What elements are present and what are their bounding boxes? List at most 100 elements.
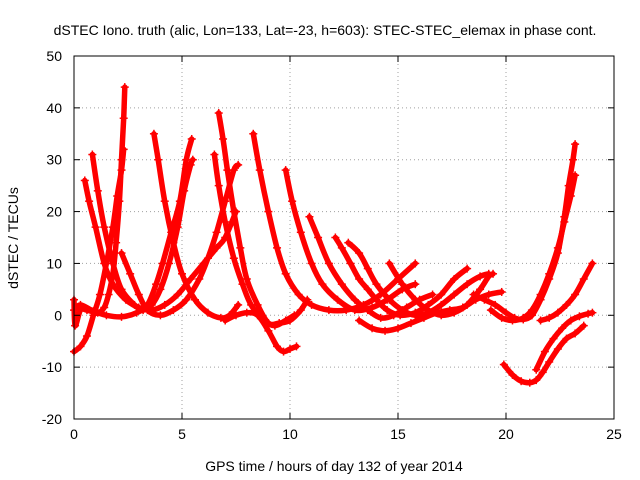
data-point-marker: [588, 308, 597, 317]
data-point-marker: [294, 290, 303, 299]
data-point-marker: [120, 83, 129, 92]
data-point-marker: [117, 166, 126, 175]
data-point-marker: [160, 197, 169, 206]
y-tick-label: 30: [46, 152, 62, 168]
data-point-marker: [363, 285, 372, 294]
data-point-marker: [203, 254, 212, 263]
series-line: [71, 146, 127, 355]
data-point-marker: [491, 300, 500, 309]
data-point-marker: [210, 150, 219, 159]
data-point-marker: [385, 295, 394, 304]
data-point-marker: [579, 274, 588, 283]
data-point-marker: [363, 264, 372, 273]
data-point-marker: [234, 300, 243, 309]
data-point-marker: [175, 197, 184, 206]
data-point-marker: [398, 306, 407, 315]
data-point-marker: [154, 155, 163, 164]
data-point-marker: [117, 312, 126, 321]
data-point-marker: [273, 243, 282, 252]
data-point-marker: [588, 259, 597, 268]
data-point-marker: [158, 259, 167, 268]
data-point-marker: [149, 129, 158, 138]
data-point-marker: [169, 238, 178, 247]
data-point-marker: [82, 332, 91, 341]
data-point-marker: [324, 259, 333, 268]
series-arc-18: [486, 171, 580, 325]
data-point-marker: [486, 306, 495, 315]
data-point-marker: [532, 376, 541, 385]
series-arc-19: [499, 321, 588, 387]
data-point-marker: [264, 326, 273, 335]
data-point-marker: [419, 313, 428, 322]
data-point-marker: [108, 259, 117, 268]
data-point-marker: [398, 280, 407, 289]
series-arc-20: [532, 308, 597, 374]
grid: [74, 56, 614, 419]
data-point-marker: [156, 285, 165, 294]
series-arc-14: [344, 238, 493, 320]
data-point-marker: [331, 233, 340, 242]
data-point-marker: [499, 360, 508, 369]
data-point-marker: [350, 295, 359, 304]
data-point-marker: [450, 274, 459, 283]
data-point-marker: [152, 280, 161, 289]
data-point-marker: [383, 306, 392, 315]
data-point-marker: [562, 334, 571, 343]
data-point-marker: [279, 347, 288, 356]
x-tick-label: 10: [282, 426, 298, 442]
data-point-marker: [396, 311, 405, 320]
data-point-marker: [411, 311, 420, 320]
series-arc-11: [281, 166, 420, 315]
data-point-marker: [532, 365, 541, 374]
data-point-marker: [173, 290, 182, 299]
data-point-marker: [560, 217, 569, 226]
data-point-marker: [88, 150, 97, 159]
data-point-marker: [525, 378, 534, 387]
data-point-marker: [536, 290, 545, 299]
data-point-marker: [385, 259, 394, 268]
data-point-marker: [108, 223, 117, 232]
data-point-marker: [562, 300, 571, 309]
data-point-marker: [216, 313, 225, 322]
data-point-marker: [182, 155, 191, 164]
data-point-marker: [484, 272, 493, 281]
series-line: [211, 151, 298, 329]
data-point-marker: [571, 171, 580, 180]
data-point-marker: [223, 166, 232, 175]
x-tick-label: 15: [390, 426, 406, 442]
data-layer: [70, 83, 597, 387]
data-point-marker: [337, 280, 346, 289]
data-point-marker: [212, 228, 221, 237]
data-point-marker: [527, 306, 536, 315]
data-point-marker: [238, 280, 247, 289]
data-point-marker: [411, 259, 420, 268]
data-point-marker: [100, 259, 109, 268]
y-tick-label: 0: [54, 307, 62, 323]
data-point-marker: [372, 280, 381, 289]
data-point-marker: [394, 324, 402, 333]
data-point-marker: [502, 308, 510, 317]
x-tick-label: 0: [70, 426, 78, 442]
data-point-marker: [255, 166, 264, 175]
data-point-marker: [437, 290, 446, 299]
data-point-marker: [307, 259, 316, 268]
data-point-marker: [117, 285, 126, 294]
data-point-marker: [80, 176, 89, 185]
data-point-marker: [314, 233, 323, 242]
data-point-marker: [169, 306, 178, 315]
data-point-marker: [178, 269, 186, 278]
data-point-marker: [76, 300, 85, 309]
data-point-marker: [242, 274, 251, 283]
data-point-marker: [553, 243, 562, 252]
data-point-marker: [186, 274, 195, 283]
data-point-marker: [480, 295, 489, 304]
data-point-marker: [508, 316, 517, 325]
x-tick-label: 5: [178, 426, 186, 442]
data-point-marker: [553, 308, 562, 317]
data-point-marker: [318, 280, 327, 289]
data-point-marker: [91, 223, 100, 232]
data-point-marker: [568, 155, 577, 164]
data-point-marker: [242, 308, 251, 317]
data-point-marker: [549, 334, 558, 343]
data-point-marker: [104, 290, 113, 299]
